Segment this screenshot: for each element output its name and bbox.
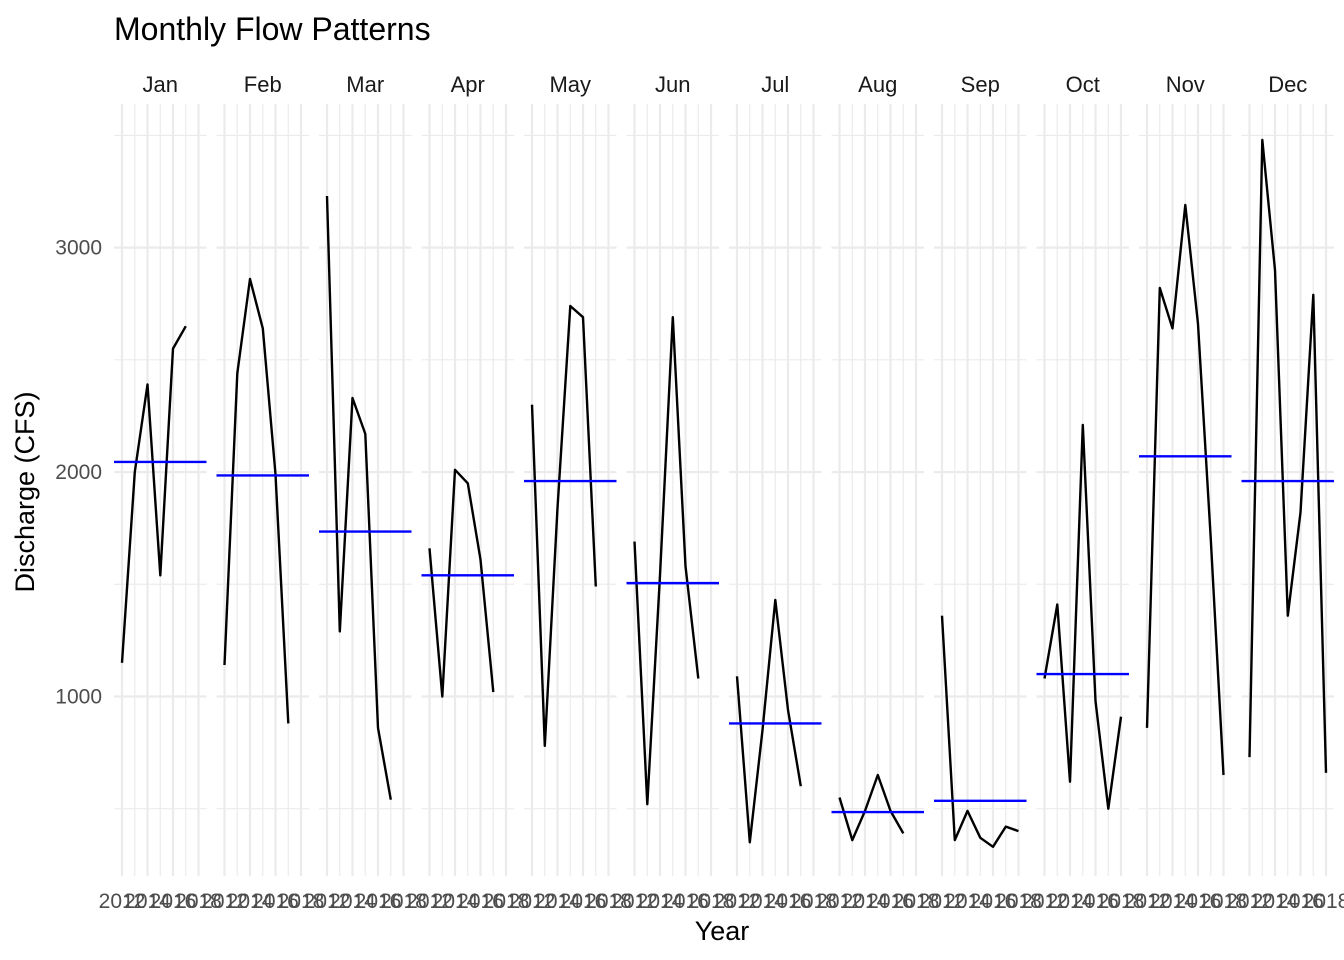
series-line [735, 598, 802, 844]
x-tick-label: 2018 [1200, 890, 1247, 913]
x-tick-label: 2016 [252, 890, 299, 913]
x-tick-label: 2018 [688, 890, 735, 913]
facet-strip-label: Oct [1066, 72, 1100, 97]
series-line [530, 304, 597, 747]
y-tick-label: 2000 [55, 461, 102, 484]
x-tick-label: 2018 [790, 890, 837, 913]
series-line [838, 773, 905, 842]
x-tick-label: 2012 [1124, 890, 1171, 913]
y-tick-label: 3000 [55, 237, 102, 260]
x-tick-label: 2012 [1021, 890, 1068, 913]
series-line [325, 195, 392, 800]
series-line [120, 325, 187, 663]
x-tick-label: 2016 [662, 890, 709, 913]
x-tick-label: 2012 [816, 890, 863, 913]
x-axis-title: Year [695, 916, 750, 946]
facet-strip-label: Apr [451, 72, 485, 97]
facet-strip-label: Jun [655, 72, 690, 97]
y-axis: 1000 2000 3000 [55, 237, 102, 709]
facet-strip-label: Sep [961, 72, 1000, 97]
series-line [1145, 203, 1225, 776]
facet-strip-label: May [549, 72, 591, 97]
x-tick-label: 2016 [1175, 890, 1222, 913]
series-line [940, 615, 1019, 848]
x-tick-label: 2014 [534, 890, 581, 913]
x-tick-label: 2016 [355, 890, 402, 913]
x-tick-label: 2016 [150, 890, 197, 913]
x-tick-label: 2018 [893, 890, 940, 913]
x-tick-label: 2012 [304, 890, 351, 913]
x-tick-label: 2012 [1226, 890, 1273, 913]
series-line [633, 316, 700, 806]
series-line [428, 468, 495, 698]
x-tick-label: 2018 [1098, 890, 1145, 913]
x-tick-label: 2014 [842, 890, 889, 913]
x-tick-label: 2016 [867, 890, 914, 913]
x-tick-label: 2018 [585, 890, 632, 913]
series-line [1248, 138, 1328, 773]
facet-strip-label: Mar [346, 72, 384, 97]
x-tick-label: 2016 [560, 890, 607, 913]
x-tick-label: 2012 [201, 890, 248, 913]
x-tick-label: 2014 [1149, 890, 1196, 913]
x-tick-label: 2012 [714, 890, 761, 913]
x-tick-label: 2012 [509, 890, 556, 913]
x-tick-label: 2014 [432, 890, 479, 913]
series-line [1043, 423, 1123, 810]
x-tick-label: 2012 [99, 890, 146, 913]
x-tick-label: 2016 [1072, 890, 1119, 913]
x-tick-label: 2012 [406, 890, 453, 913]
facet-panels: Jan2012201420162018Feb2012201420162018Ma… [99, 72, 1344, 913]
series-line [223, 277, 290, 724]
x-tick-label: 2018 [175, 890, 222, 913]
x-tick-label: 2012 [611, 890, 658, 913]
x-tick-label: 2018 [1303, 890, 1344, 913]
x-tick-label: 2018 [380, 890, 427, 913]
chart-title: Monthly Flow Patterns [114, 11, 431, 47]
facet-strip-label: Jan [143, 72, 178, 97]
x-tick-label: 2018 [278, 890, 325, 913]
x-tick-label: 2014 [637, 890, 684, 913]
x-tick-label: 2012 [919, 890, 966, 913]
x-tick-label: 2016 [457, 890, 504, 913]
x-tick-label: 2016 [970, 890, 1017, 913]
y-axis-title: Discharge (CFS) [10, 391, 40, 592]
facet-strip-label: Nov [1166, 72, 1205, 97]
facet-strip-label: Aug [858, 72, 897, 97]
x-tick-label: 2018 [995, 890, 1042, 913]
x-tick-label: 2014 [227, 890, 274, 913]
x-tick-label: 2014 [944, 890, 991, 913]
x-tick-label: 2014 [329, 890, 376, 913]
facet-strip-label: Dec [1268, 72, 1307, 97]
x-tick-label: 2018 [483, 890, 530, 913]
x-tick-label: 2014 [124, 890, 171, 913]
facet-strip-label: Jul [761, 72, 789, 97]
y-tick-label: 1000 [55, 685, 102, 708]
x-tick-label: 2014 [739, 890, 786, 913]
x-tick-label: 2014 [1047, 890, 1094, 913]
x-tick-label: 2014 [1252, 890, 1299, 913]
facet-strip-label: Feb [244, 72, 282, 97]
x-tick-label: 2016 [765, 890, 812, 913]
x-tick-label: 2016 [1277, 890, 1324, 913]
